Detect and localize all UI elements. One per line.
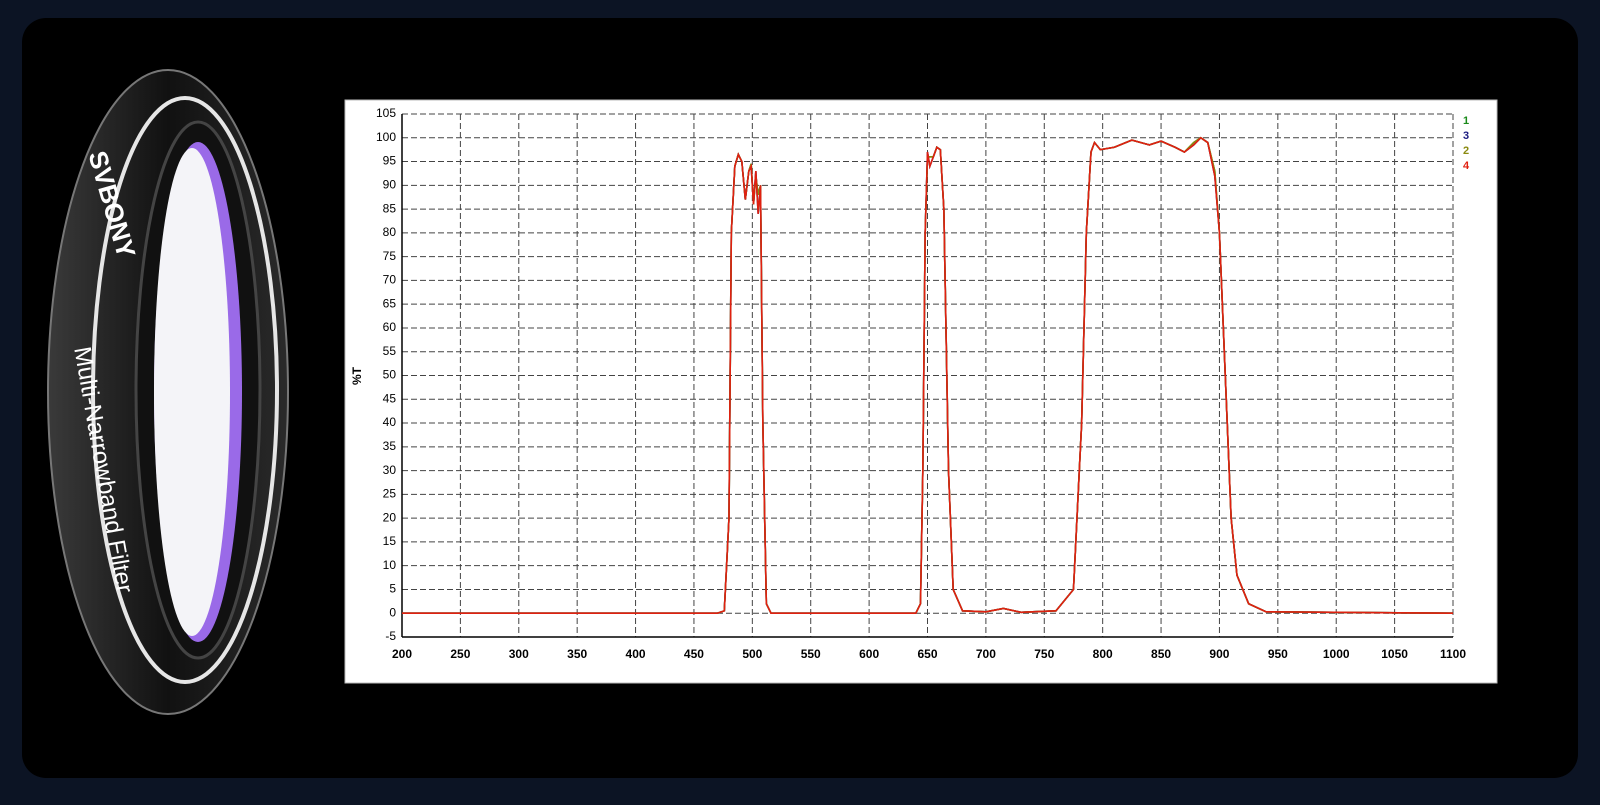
x-tick-label: 300 [509,647,529,661]
y-tick-label: 95 [383,154,397,168]
y-tick-label: 65 [383,296,397,310]
y-tick-label: 55 [383,344,397,358]
filter-rim [91,96,279,684]
filter-illustration: SVBONY Multi-Narrowband Filter [47,69,289,715]
y-tick-label: 5 [389,582,396,596]
y-tick-label: 90 [383,177,397,191]
x-tick-label: 500 [742,647,762,661]
y-tick-label: 105 [376,106,396,120]
x-tick-label: 800 [1093,647,1113,661]
y-tick-label: 70 [383,273,397,287]
y-axis-label: %T [350,366,364,385]
x-tick-label: 600 [859,647,879,661]
y-tick-label: 35 [383,439,397,453]
x-tick-label: 450 [684,647,704,661]
y-tick-label: 45 [383,391,397,405]
x-tick-label: 550 [801,647,821,661]
x-tick-label: 250 [450,647,470,661]
y-tick-label: 80 [383,225,397,239]
legend-label: 2 [1463,145,1469,157]
y-tick-label: 30 [383,463,397,477]
y-tick-label: 50 [383,368,397,382]
x-tick-label: 950 [1268,647,1288,661]
y-tick-label: 10 [383,558,397,572]
y-tick-label: 25 [383,487,397,501]
filter-glass [154,148,230,636]
x-tick-label: 400 [626,647,646,661]
x-tick-label: 350 [567,647,587,661]
y-tick-label: 0 [389,605,396,619]
x-tick-label: 200 [392,647,412,661]
x-tick-label: 1000 [1323,647,1350,661]
series-line [402,136,1454,615]
y-tick-label: 20 [383,510,397,524]
y-tick-label: 60 [383,320,397,334]
x-tick-label: 1100 [1440,647,1466,661]
x-tick-label: 850 [1151,647,1171,661]
x-tick-label: 900 [1209,647,1229,661]
y-tick-label: 85 [383,201,397,215]
x-tick-label: 650 [917,647,937,661]
x-tick-label: 750 [1034,647,1054,661]
y-tick-label: 15 [383,534,397,548]
legend-label: 4 [1463,160,1470,172]
y-tick-label: 75 [383,249,397,263]
legend-label: 3 [1463,130,1469,142]
x-tick-label: 1050 [1381,647,1408,661]
y-tick-label: 100 [376,130,396,144]
y-tick-label: 40 [383,415,397,429]
y-tick-label: -5 [385,629,396,643]
legend-label: 1 [1463,115,1469,127]
x-tick-label: 700 [976,647,996,661]
